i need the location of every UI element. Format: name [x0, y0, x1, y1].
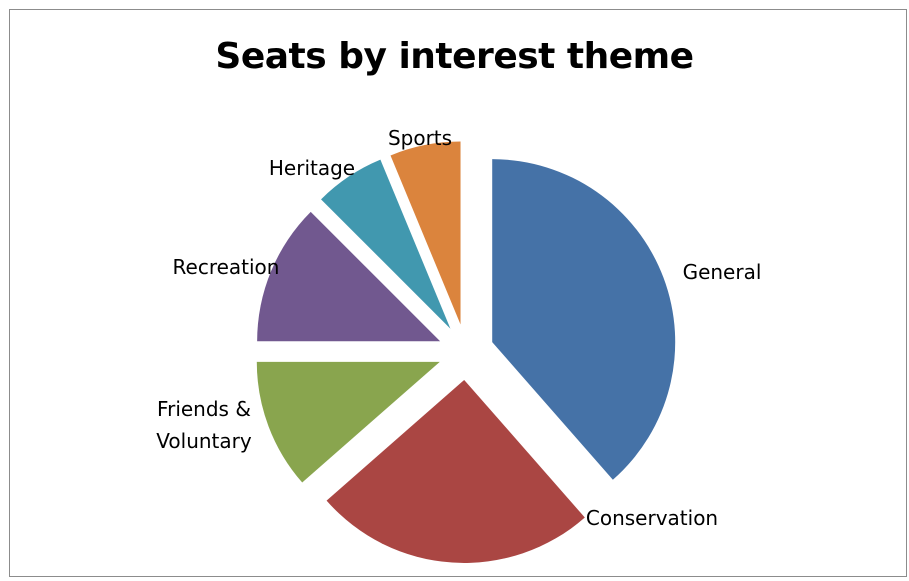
slice-label-friends-voluntary: Friends & Voluntary — [156, 397, 252, 453]
pie-slice-recreation — [257, 211, 441, 342]
pie-labels: General Conservation Friends & Voluntary Rec… — [156, 126, 761, 530]
pie-slice-heritage — [321, 159, 451, 329]
slice-label-heritage: Heritage — [269, 156, 355, 180]
chart-title: Seats by interest theme — [215, 36, 694, 77]
pie-slice-friends-voluntary — [256, 361, 440, 483]
slice-label-recreation: Recreation — [173, 255, 280, 279]
slice-label-general: General — [683, 260, 762, 284]
pie-slices — [256, 141, 676, 563]
pie-slice-general — [492, 159, 676, 480]
slice-label-sports: Sports — [388, 126, 452, 150]
pie-slice-sports — [390, 141, 461, 325]
slice-label-conservation: Conservation — [586, 506, 718, 530]
pie-slice-conservation — [326, 379, 585, 563]
